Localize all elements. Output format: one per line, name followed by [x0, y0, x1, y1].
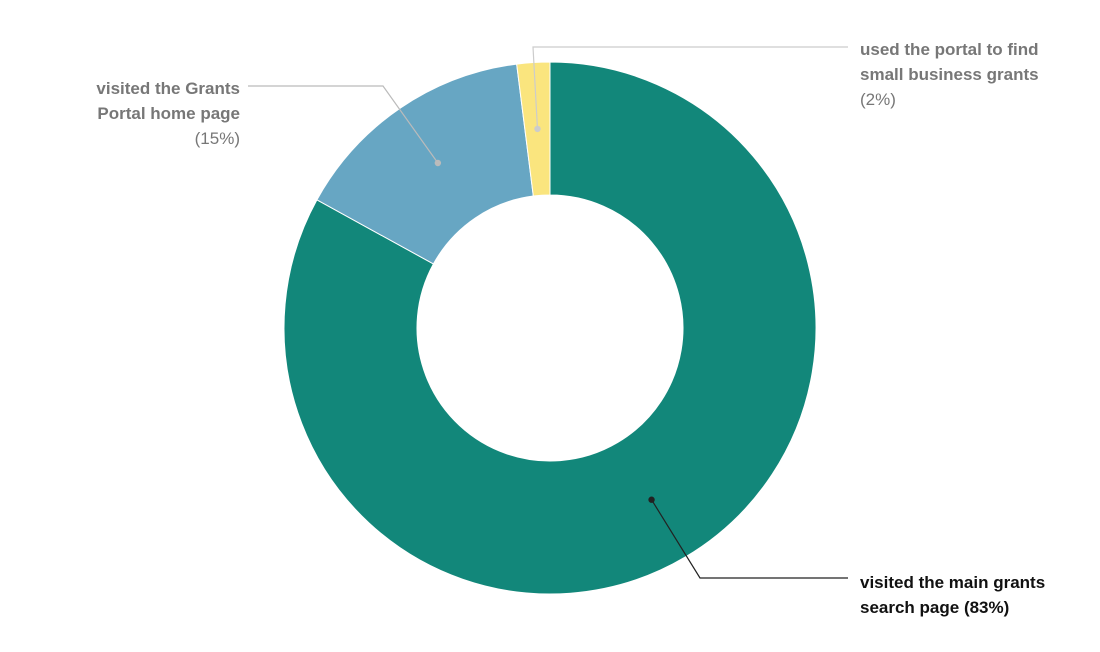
slice-label-line: used the portal to find	[860, 40, 1039, 59]
slice-label-line: (15%)	[195, 129, 240, 148]
leader-dot-3	[534, 125, 541, 133]
slice-label-line: visited the main grants	[860, 573, 1045, 592]
slice-label-3: used the portal to find small business gr…	[860, 40, 1039, 109]
slice-3	[516, 61, 551, 197]
slice-label-2: visited the Grants Portal home page (15%)	[96, 79, 240, 148]
slice-label-line: Portal home page	[97, 104, 240, 123]
leader-dot-1	[648, 496, 655, 503]
slices-group	[283, 61, 817, 595]
slice-label-line: small business grants	[860, 65, 1039, 84]
slice-label-line: search page (83%)	[860, 598, 1009, 617]
leader-lines-group	[248, 46, 848, 579]
leader-line-1	[651, 499, 848, 579]
slice-label-line: (2%)	[860, 90, 896, 109]
slice-label-1: visited the main grants search page (83%)	[860, 573, 1045, 617]
leader-line-2	[248, 85, 439, 164]
slice-1	[283, 61, 817, 595]
leader-line-3	[532, 46, 848, 129]
slice-label-line: visited the Grants	[96, 79, 240, 98]
labels-group: visited the main grants search page (83%)…	[96, 40, 1045, 617]
slice-2	[316, 63, 534, 265]
leader-dot-2	[434, 159, 442, 167]
